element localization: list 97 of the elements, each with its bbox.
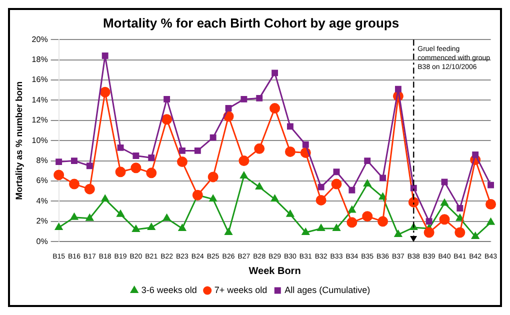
- point: [225, 105, 232, 112]
- y-axis-title: Mortality as % number born: [14, 81, 24, 200]
- point: [302, 141, 309, 148]
- point: [426, 218, 432, 225]
- y-tick-label: 20%: [32, 34, 48, 44]
- point: [115, 166, 126, 178]
- point: [378, 216, 388, 227]
- point: [333, 168, 340, 176]
- point: [194, 147, 201, 154]
- point: [254, 143, 265, 154]
- point: [348, 206, 356, 213]
- point: [132, 225, 140, 232]
- point: [454, 227, 466, 238]
- point: [394, 230, 402, 238]
- point: [332, 224, 340, 231]
- point: [101, 194, 109, 202]
- point: [472, 152, 479, 158]
- point: [380, 174, 386, 182]
- point: [472, 232, 480, 240]
- point: [102, 52, 108, 59]
- point: [486, 198, 496, 210]
- point: [272, 70, 278, 76]
- point: [318, 184, 324, 190]
- point: [208, 172, 218, 182]
- point: [117, 144, 124, 151]
- point: [68, 178, 80, 190]
- point: [362, 211, 373, 222]
- point: [71, 158, 78, 164]
- legend-label: 3-6 weeks old: [141, 284, 197, 295]
- legend-label: All ages (Cumulative): [284, 284, 370, 295]
- point: [164, 96, 170, 102]
- point: [440, 198, 448, 206]
- point: [224, 228, 232, 236]
- point: [162, 114, 172, 125]
- point: [456, 205, 464, 212]
- point: [56, 158, 62, 166]
- point: [271, 194, 279, 202]
- point: [148, 223, 156, 230]
- point: [486, 218, 495, 225]
- point: [240, 172, 248, 178]
- point: [55, 223, 63, 230]
- point: [408, 196, 419, 208]
- point: [316, 194, 326, 206]
- point: [192, 190, 203, 200]
- point: [424, 227, 434, 238]
- point: [70, 213, 78, 220]
- point: [240, 96, 248, 102]
- y-tick-label: 4%: [36, 196, 48, 206]
- point: [456, 214, 464, 221]
- y-tick-label: 6%: [36, 176, 48, 186]
- point: [488, 182, 494, 188]
- point: [146, 168, 157, 178]
- point: [270, 103, 280, 114]
- point: [410, 184, 417, 192]
- y-tick-label: 8%: [36, 156, 48, 166]
- point: [441, 178, 448, 186]
- y-tick-label: 18%: [32, 55, 48, 64]
- point: [210, 134, 216, 141]
- point: [176, 156, 188, 168]
- point: [256, 182, 264, 190]
- point: [148, 154, 155, 161]
- x-axis-title: Week Born: [248, 266, 301, 277]
- point: [209, 194, 217, 202]
- point: [284, 146, 296, 157]
- point: [364, 158, 371, 164]
- point: [439, 214, 450, 225]
- point: [238, 156, 250, 166]
- point: [116, 210, 124, 217]
- point: [394, 86, 402, 92]
- point: [100, 86, 110, 98]
- point: [379, 192, 387, 200]
- y-tick-label: 0%: [36, 236, 48, 246]
- legend-label: 7+ weeks old: [214, 284, 268, 295]
- point: [346, 217, 358, 228]
- y-tick-label: 14%: [32, 95, 48, 104]
- point: [84, 184, 95, 194]
- point: [302, 228, 310, 236]
- point: [317, 224, 325, 231]
- point: [286, 123, 294, 130]
- point: [179, 147, 186, 154]
- y-tick-label: 16%: [32, 75, 48, 84]
- chart-title: Mortality % for each Birth Cohort by age groups: [102, 15, 400, 30]
- point: [348, 186, 356, 194]
- point: [256, 94, 263, 102]
- point: [163, 214, 171, 221]
- y-tick-label: 2%: [36, 216, 48, 226]
- point: [86, 162, 93, 170]
- point: [132, 152, 140, 159]
- point: [364, 180, 372, 187]
- point: [178, 224, 186, 231]
- point: [86, 214, 94, 221]
- y-tick-label: 10%: [32, 136, 48, 145]
- point: [331, 178, 342, 190]
- point: [54, 170, 64, 180]
- point: [286, 210, 294, 217]
- point: [130, 162, 142, 174]
- y-tick-label: 12%: [32, 116, 48, 125]
